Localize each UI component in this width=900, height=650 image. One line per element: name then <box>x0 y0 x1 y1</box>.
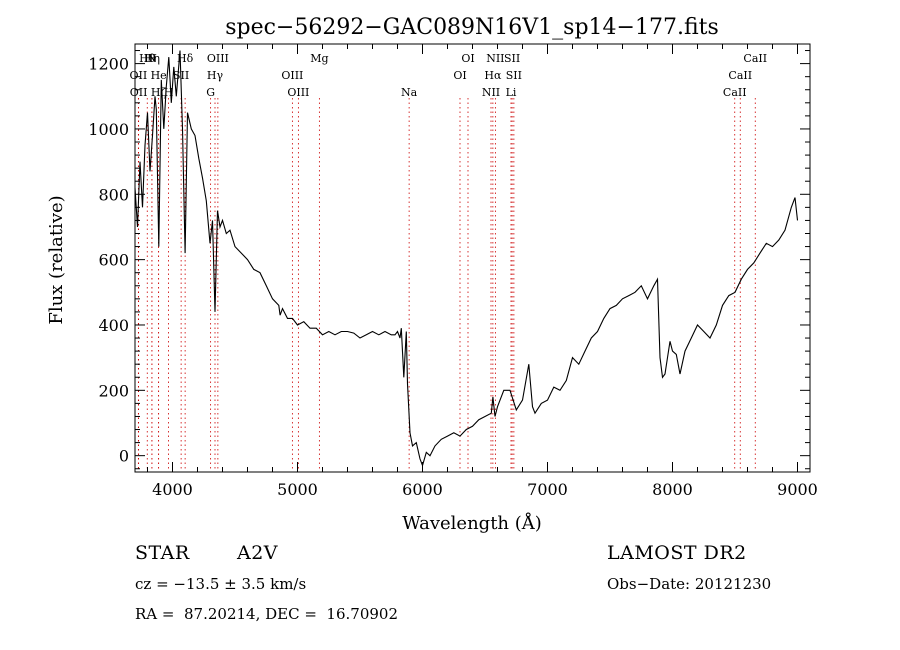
y-tick-label: 200 <box>98 381 129 400</box>
line-label: NII <box>482 86 500 99</box>
redshift-cz: cz = −13.5 ± 3.5 km/s <box>135 575 307 593</box>
line-label: N <box>147 52 157 65</box>
line-label: Hγ <box>207 69 224 82</box>
spectrum-line <box>134 50 799 468</box>
line-label: Hδ <box>177 52 194 65</box>
line-label: SII <box>504 52 520 65</box>
plot-frame <box>134 43 811 473</box>
y-axis: 0 200 400 600 800 1000 1200 <box>88 50 810 470</box>
y-tick-label: 1200 <box>88 55 129 74</box>
x-tick-label: 4000 <box>152 480 193 499</box>
x-tick-label: 8000 <box>652 480 693 499</box>
line-label: H <box>164 86 174 99</box>
line-label: He <box>151 69 167 82</box>
line-label: OIII <box>287 86 309 99</box>
x-tick-label: 9000 <box>777 480 818 499</box>
line-label: NII <box>486 52 504 65</box>
y-tick-label: 0 <box>119 447 129 466</box>
survey-name: LAMOST DR2 <box>607 542 747 564</box>
line-label: Na <box>401 86 418 99</box>
line-label: SII <box>506 69 522 82</box>
line-label: OIII <box>281 69 303 82</box>
y-tick-label: 800 <box>98 185 129 204</box>
line-label: CaII <box>723 86 747 99</box>
obs-date: Obs−Date: 20121230 <box>607 575 772 593</box>
line-label: Hα <box>484 69 502 82</box>
line-label: CaII <box>743 52 767 65</box>
line-label: CaII <box>728 69 752 82</box>
y-tick-label: 1000 <box>88 120 129 139</box>
line-label: OII <box>130 86 148 99</box>
x-tick-label: 7000 <box>527 480 568 499</box>
line-label: OI <box>461 52 474 65</box>
chart-title: spec−56292−GAC089N16V1_sp14−177.fits <box>225 15 719 40</box>
x-tick-label: 5000 <box>277 480 318 499</box>
coordinates: RA = 87.20214, DEC = 16.70902 <box>135 605 399 623</box>
line-label: OII <box>130 69 148 82</box>
x-tick-label: 6000 <box>402 480 443 499</box>
x-axis: 4000 5000 6000 7000 8000 9000 <box>147 44 818 499</box>
line-label: OI <box>453 69 466 82</box>
y-tick-label: 600 <box>98 251 129 270</box>
object-subclass: A2V <box>237 542 279 564</box>
y-axis-label: Flux (relative) <box>46 195 67 324</box>
line-label: Mg <box>310 52 328 65</box>
line-label: Li <box>506 86 517 99</box>
line-label: Hη <box>144 52 160 65</box>
object-class: STAR <box>135 542 190 564</box>
line-label: OIII <box>207 52 229 65</box>
y-tick-label: 400 <box>98 316 129 335</box>
x-axis-label: Wavelength (Å) <box>402 512 542 534</box>
line-label: Hθ <box>139 52 156 65</box>
line-label: G <box>206 86 215 99</box>
